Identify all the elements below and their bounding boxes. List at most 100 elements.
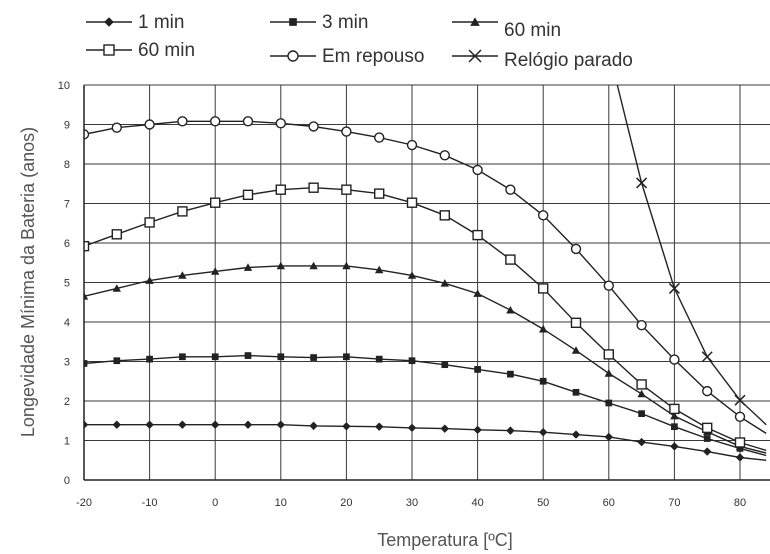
data-point — [146, 355, 153, 363]
data-point — [406, 197, 418, 208]
data-point — [473, 289, 482, 297]
x-tick-label: 0 — [212, 497, 218, 509]
legend-label: Em repouso — [322, 46, 424, 67]
data-point — [570, 243, 582, 255]
legend-item: Relógio parado — [452, 49, 633, 71]
data-point — [144, 119, 155, 130]
data-point — [539, 377, 547, 385]
legend: 1 min 3 min 60 min 60 min Em repouso Relógio … — [86, 12, 633, 71]
y-axis-title: Longevidade Mínima da Bateria (anos) — [18, 127, 38, 437]
data-point — [84, 129, 90, 140]
data-point — [111, 122, 123, 133]
data-point — [507, 370, 514, 378]
data-point — [636, 177, 648, 189]
data-point — [177, 206, 188, 217]
data-point — [375, 265, 384, 274]
data-point — [375, 422, 384, 431]
data-point — [734, 394, 746, 406]
y-tick-label: 5 — [64, 278, 70, 290]
data-point — [702, 422, 713, 434]
data-point — [505, 184, 516, 195]
y-tick-label: 0 — [64, 475, 70, 487]
data-point — [702, 385, 713, 397]
x-marker-stroke — [701, 351, 713, 363]
data-point — [277, 353, 285, 361]
y-tick-label: 1 — [64, 436, 70, 448]
data-point — [343, 353, 350, 361]
data-point — [506, 426, 515, 435]
data-point — [473, 425, 482, 435]
y-tick-label: 6 — [64, 238, 70, 250]
y-tick-label: 4 — [64, 317, 70, 329]
data-point — [111, 229, 123, 240]
data-point — [637, 389, 646, 398]
legend-item: 60 min — [86, 40, 195, 61]
legend-label: 60 min — [138, 40, 195, 61]
legend-marker — [287, 50, 299, 62]
series-4 — [84, 182, 767, 452]
x-tick-label: 40 — [471, 497, 483, 509]
legend-item: 60 min — [452, 17, 561, 41]
data-point — [341, 126, 352, 137]
series-line — [84, 424, 767, 461]
series-5 — [84, 116, 767, 434]
data-point — [178, 420, 187, 429]
data-point — [570, 317, 582, 328]
y-tick-label: 8 — [64, 159, 70, 171]
data-point — [113, 357, 121, 365]
data-point — [670, 442, 679, 451]
x-axis-title: Temperatura [ºC] — [377, 530, 513, 550]
legend-item: 1 min — [86, 12, 184, 33]
data-point — [209, 197, 221, 208]
data-point — [669, 354, 680, 365]
data-point — [178, 271, 187, 279]
series-layer — [84, 85, 767, 462]
data-point — [668, 282, 680, 294]
x-tick-label: -20 — [76, 497, 92, 509]
series-line — [84, 354, 767, 457]
data-point — [244, 352, 252, 359]
series-2 — [84, 352, 767, 457]
data-point — [112, 284, 121, 292]
x-tick-label: 80 — [734, 497, 746, 509]
data-point — [243, 263, 253, 271]
data-point — [275, 118, 286, 129]
data-point — [211, 267, 220, 275]
data-point — [112, 420, 121, 429]
data-point — [571, 346, 581, 354]
legend-item: Em repouso — [270, 46, 424, 67]
legend-marker — [470, 17, 480, 26]
data-point — [603, 349, 614, 360]
x-tick-label: 20 — [340, 497, 352, 509]
data-point — [538, 210, 549, 221]
data-point — [604, 432, 613, 442]
data-point — [735, 453, 745, 462]
data-point — [472, 229, 483, 241]
x-tick-label: 50 — [537, 497, 549, 509]
legend-label: 1 min — [138, 12, 184, 33]
data-point — [636, 379, 647, 390]
data-point — [84, 240, 90, 252]
y-tick-label: 3 — [64, 357, 70, 369]
x-tick-label: -10 — [142, 497, 158, 509]
legend-label: Relógio parado — [504, 50, 633, 71]
legend-label: 60 min — [504, 20, 561, 41]
data-point — [440, 424, 449, 433]
data-point — [703, 435, 711, 442]
data-point — [276, 420, 285, 429]
data-point — [669, 403, 680, 415]
data-point — [211, 420, 220, 429]
data-point — [407, 271, 417, 279]
data-point — [441, 361, 449, 369]
data-point — [342, 261, 351, 270]
data-point — [242, 116, 254, 127]
x-tick-label: 70 — [668, 497, 680, 509]
x-marker-stroke — [636, 177, 648, 189]
data-point — [538, 283, 549, 294]
series-3 — [84, 261, 767, 454]
data-point — [670, 411, 679, 420]
data-point — [310, 354, 317, 361]
data-point — [84, 360, 88, 367]
data-point — [603, 280, 614, 291]
